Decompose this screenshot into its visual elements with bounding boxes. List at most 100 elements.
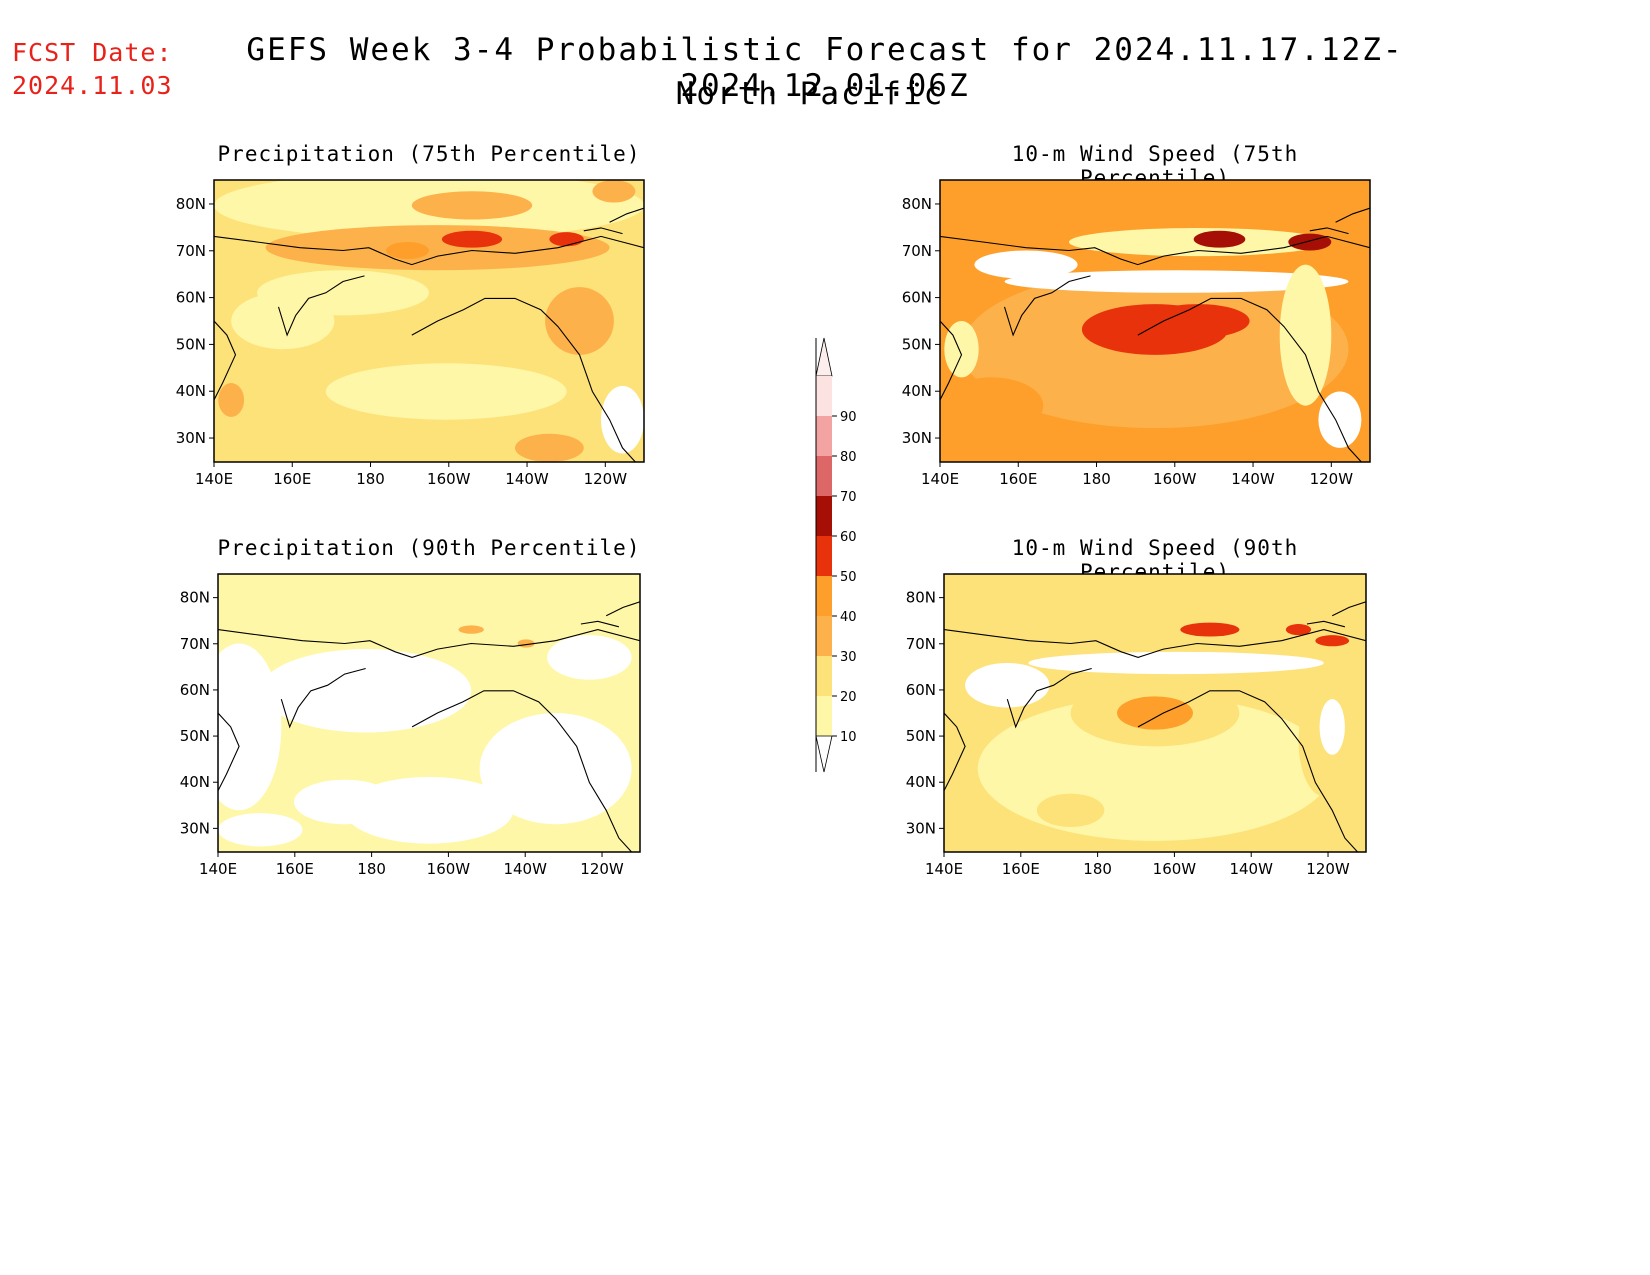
contour-region <box>1193 230 1246 248</box>
coastline <box>605 601 640 617</box>
colorbar-segment <box>816 536 832 576</box>
map-field-precip-90 <box>218 574 640 852</box>
y-tick-label: 40N <box>176 382 206 400</box>
coastline <box>214 235 644 266</box>
x-tick-label: 180 <box>1083 860 1112 878</box>
coastline <box>411 297 636 462</box>
y-tick-label: 60N <box>902 289 932 307</box>
coastline <box>583 227 623 235</box>
colorbar-bottom-cap <box>815 735 833 773</box>
panel-title-precip-90: Precipitation (90th Percentile) <box>217 536 641 560</box>
map-frame <box>217 573 641 853</box>
coastline <box>1306 620 1346 628</box>
x-tick-label: 180 <box>356 470 385 488</box>
contour-region <box>293 779 396 825</box>
colorbar-label: 20 <box>840 690 857 705</box>
coastline <box>609 207 644 223</box>
map-field-wind-90 <box>944 574 1366 852</box>
y-tick-label: 70N <box>906 635 936 653</box>
coastline <box>940 320 963 401</box>
y-tick-label: 60N <box>176 289 206 307</box>
contour-region <box>1318 391 1362 448</box>
y-tick-label: 80N <box>906 589 936 607</box>
contour-region <box>1315 635 1350 647</box>
coastline <box>1137 297 1362 462</box>
x-tick-label: 180 <box>1082 470 1111 488</box>
map-panel-wind-75: 80N 70N 60N 50N 40N 30N 140E 160E 180 160W 140W 120… <box>902 179 1371 488</box>
colorbar-segment <box>816 416 832 456</box>
y-tick-label: 30N <box>906 819 936 837</box>
coastline <box>944 629 1366 658</box>
contour-region <box>592 180 636 203</box>
contour-region <box>479 713 632 825</box>
contour-region <box>325 363 567 420</box>
panel-title-precip-75: Precipitation (75th Percentile) <box>217 142 641 166</box>
contour-region <box>545 287 614 355</box>
contour-region <box>1285 624 1312 636</box>
x-tick-label: 140W <box>1229 860 1273 878</box>
map-frame <box>939 179 1371 463</box>
forecast-date: FCST Date: 2024.11.03 <box>12 36 173 102</box>
colorbar-label: 40 <box>840 610 857 625</box>
forecast-date-label: FCST Date: <box>12 38 173 67</box>
y-tick-label: 70N <box>180 635 210 653</box>
x-tick-label: 140W <box>503 860 547 878</box>
map-panel-wind-90: 80N 70N 60N 50N 40N 30N 140E 160E 180 160W 140W 120… <box>906 573 1367 878</box>
contour-region <box>974 250 1078 279</box>
contour-region <box>549 232 584 247</box>
colorbar-segment <box>816 656 832 696</box>
contour-region <box>1319 699 1345 755</box>
coastline <box>1331 601 1366 617</box>
x-tick-label: 160W <box>427 470 471 488</box>
map-frame <box>943 573 1367 853</box>
y-tick-label: 30N <box>176 429 206 447</box>
y-tick-label: 40N <box>906 773 936 791</box>
coastline <box>1335 207 1370 223</box>
y-tick-label: 50N <box>176 335 206 353</box>
y-tick-label: 40N <box>902 382 932 400</box>
contour-region <box>281 582 619 616</box>
contour-region <box>944 321 979 378</box>
x-tick-label: 140E <box>199 860 237 878</box>
y-tick-label: 60N <box>906 681 936 699</box>
colorbar-label: 90 <box>840 410 857 425</box>
colorbar-label: 50 <box>840 570 857 585</box>
contour-region <box>458 625 484 634</box>
contour-region <box>1117 696 1193 730</box>
coastline <box>944 712 966 792</box>
contour-region <box>601 385 644 454</box>
colorbar: 10 20 30 40 50 60 70 80 90 <box>815 337 857 773</box>
contour-region <box>1036 793 1105 827</box>
colorbar-top-cap <box>815 337 833 377</box>
contour-region <box>1180 622 1240 637</box>
contour-region <box>218 813 303 847</box>
map-panel-precip-90: 80N 70N 60N 50N 40N 30N 140E 160E 180 160W 140W 120… <box>180 573 641 878</box>
y-tick-label: 50N <box>906 727 936 745</box>
x-tick-label: 160W <box>1153 470 1197 488</box>
contour-region <box>1004 270 1349 293</box>
y-tick-label: 50N <box>180 727 210 745</box>
coastline <box>411 690 633 852</box>
coastline <box>280 667 366 729</box>
coastline <box>218 629 640 658</box>
contour-region <box>515 433 584 462</box>
y-tick-label: 70N <box>176 242 206 260</box>
coastline <box>1006 667 1092 729</box>
x-tick-label: 120W <box>1306 860 1350 878</box>
contour-region <box>411 191 533 220</box>
y-tick-label: 30N <box>902 429 932 447</box>
coastline <box>214 320 237 401</box>
coastline <box>277 275 365 337</box>
y-tick-label: 40N <box>180 773 210 791</box>
contour-region <box>386 242 429 259</box>
y-tick-label: 60N <box>180 681 210 699</box>
colorbar-label: 10 <box>840 730 857 745</box>
colorbar-segment <box>816 576 832 616</box>
coastline <box>1003 275 1091 337</box>
colorbar-segment <box>816 616 832 656</box>
contour-region <box>940 377 1044 434</box>
x-tick-label: 120W <box>584 470 628 488</box>
x-tick-label: 160E <box>276 860 314 878</box>
y-tick-label: 80N <box>176 195 206 213</box>
colorbar-segment <box>816 456 832 496</box>
